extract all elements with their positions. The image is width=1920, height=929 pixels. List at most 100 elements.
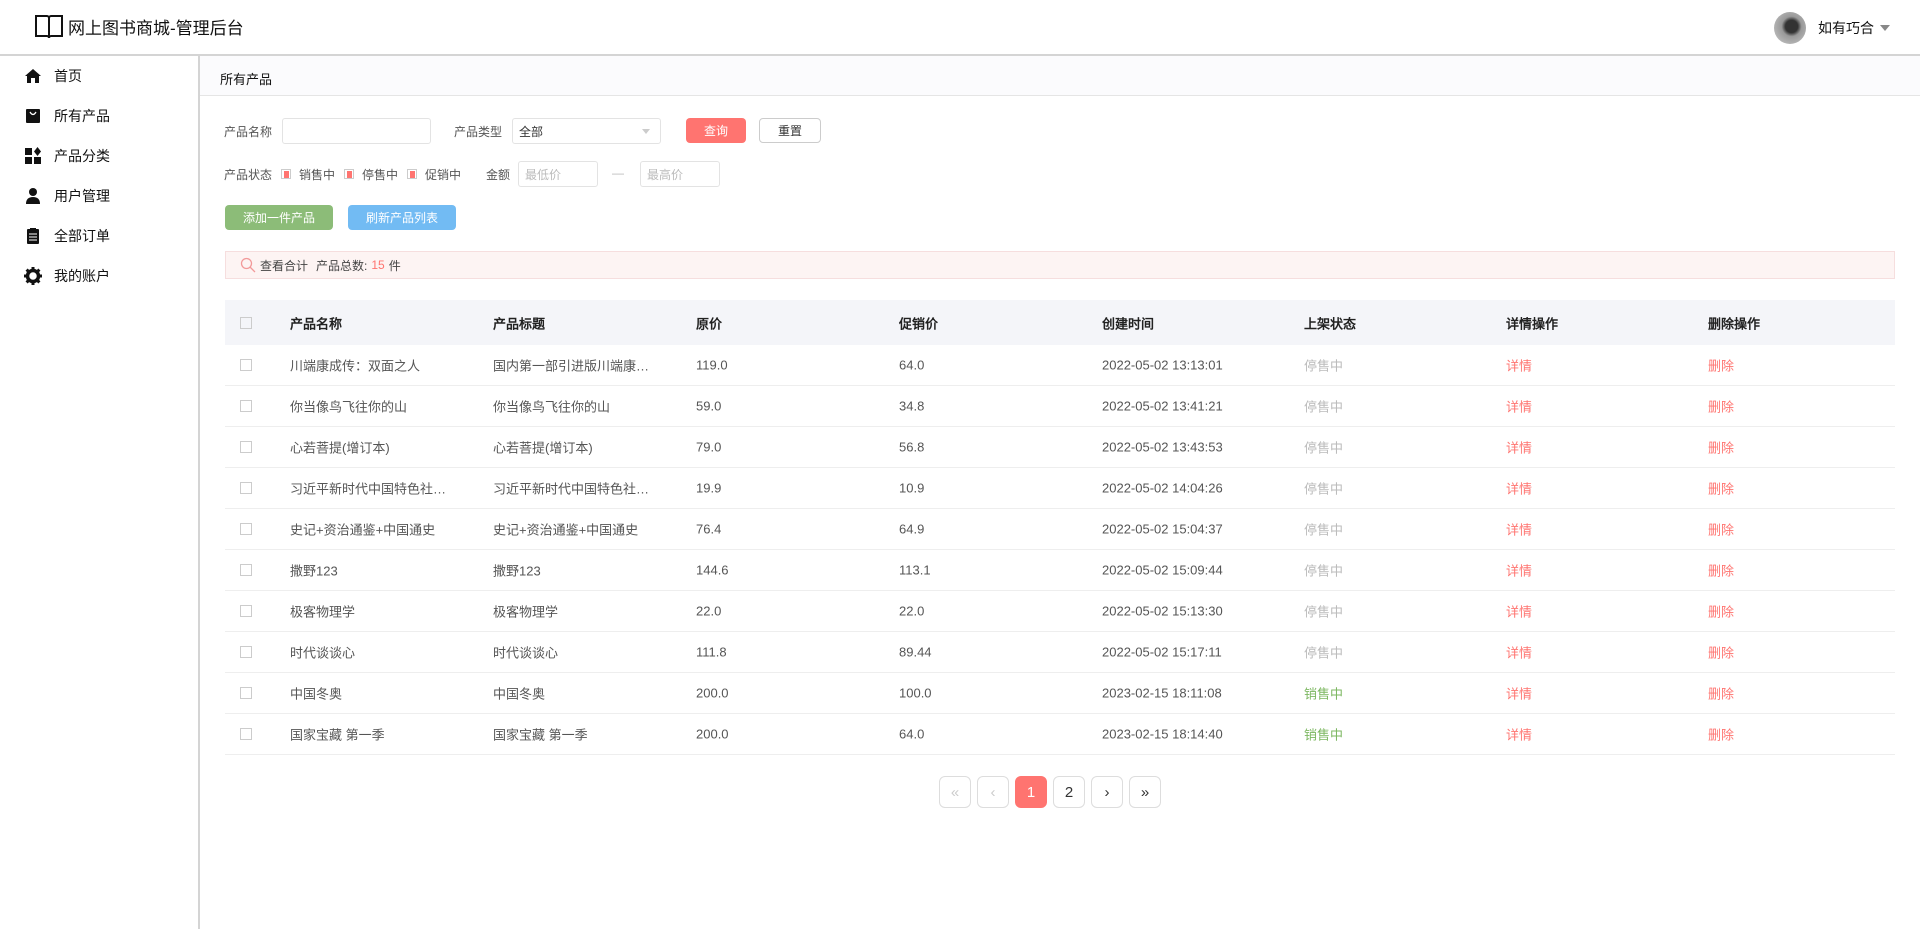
cell-delete-link[interactable]: 删除 <box>1708 686 1735 702</box>
row-checkbox[interactable] <box>240 482 252 494</box>
cell-status: 停售中 <box>1304 440 1344 456</box>
row-checkbox[interactable] <box>240 605 252 617</box>
cell-promo: 22.0 <box>899 603 925 619</box>
amount-label: 金额 <box>486 168 511 182</box>
table-row: 撒野123 撒野123 144.6 113.1 2022-05-02 15:09:44 停… <box>225 550 1895 591</box>
cell-detail-link[interactable]: 详情 <box>1506 399 1533 415</box>
cell-delete-link[interactable]: 删除 <box>1708 604 1735 620</box>
max-price-input[interactable]: 最高价 <box>640 161 720 187</box>
cell-price: 79.0 <box>696 439 722 455</box>
home-icon <box>25 69 41 83</box>
row-checkbox[interactable] <box>240 359 252 371</box>
last-page-button[interactable]: » <box>1129 776 1161 808</box>
cell-price: 111.8 <box>696 644 727 660</box>
cell-created: 2022-05-02 15:04:37 <box>1102 521 1223 537</box>
page-2-button[interactable]: 2 <box>1053 776 1085 808</box>
cell-price: 144.6 <box>696 562 729 578</box>
sidebar-item-label: 我的账户 <box>54 268 110 284</box>
cell-delete-link[interactable]: 删除 <box>1708 645 1735 661</box>
cell-detail-link[interactable]: 详情 <box>1506 522 1533 538</box>
cell-delete-link[interactable]: 删除 <box>1708 563 1735 579</box>
clipboard-icon <box>27 228 39 244</box>
cell-detail-link[interactable]: 详情 <box>1506 440 1533 456</box>
min-price-input[interactable]: 最低价 <box>518 161 598 187</box>
cell-detail-link[interactable]: 详情 <box>1506 686 1533 702</box>
app-title: 网上图书商城-管理后台 <box>68 18 244 38</box>
user-menu[interactable]: 如有巧合 <box>1774 12 1890 44</box>
refresh-list-button[interactable]: 刷新产品列表 <box>348 205 456 230</box>
cell-title: 时代谈谈心 <box>493 645 559 661</box>
row-checkbox[interactable] <box>240 400 252 412</box>
table-header: 产品名称 产品标题 原价 促销价 创建时间 上架状态 详情操作 删除操作 <box>225 300 1895 345</box>
column-header-promo: 促销价 <box>899 316 939 331</box>
product-type-select[interactable]: 全部 <box>512 118 661 144</box>
add-product-button[interactable]: 添加一件产品 <box>225 205 333 230</box>
cell-detail-link[interactable]: 详情 <box>1506 727 1533 743</box>
cell-detail-link[interactable]: 详情 <box>1506 604 1533 620</box>
table-row: 心若菩提(增订本) 心若菩提(增订本) 79.0 56.8 2022-05-02 13:… <box>225 427 1895 468</box>
sidebar-item-orders[interactable]: 全部订单 <box>24 225 110 247</box>
product-name-input[interactable] <box>282 118 431 144</box>
next-page-button[interactable]: › <box>1091 776 1123 808</box>
sidebar-item-label: 用户管理 <box>54 188 110 204</box>
cell-name: 撒野123 <box>290 563 338 579</box>
cell-promo: 56.8 <box>899 439 925 455</box>
sidebar-item-users[interactable]: 用户管理 <box>24 185 110 207</box>
cell-name: 极客物理学 <box>290 604 356 620</box>
book-icon <box>35 15 63 39</box>
product-type-label: 产品类型 <box>454 125 503 139</box>
query-button[interactable]: 查询 <box>686 118 746 143</box>
cell-delete-link[interactable]: 删除 <box>1708 399 1735 415</box>
row-checkbox[interactable] <box>240 687 252 699</box>
breadcrumb: 所有产品 <box>200 56 1920 96</box>
avatar[interactable] <box>1774 12 1806 44</box>
cell-name: 川端康成传：双面之人 <box>290 358 421 374</box>
cell-title: 中国冬奥 <box>493 686 546 702</box>
cell-name: 习近平新时代中国特色社… <box>290 481 447 497</box>
prev-page-button[interactable]: ‹ <box>977 776 1009 808</box>
table-row: 习近平新时代中国特色社… 习近平新时代中国特色社… 19.9 10.9 2022-05-… <box>225 468 1895 509</box>
cell-delete-link[interactable]: 删除 <box>1708 358 1735 374</box>
cell-promo: 34.8 <box>899 398 925 414</box>
row-checkbox[interactable] <box>240 523 252 535</box>
sidebar-item-categories[interactable]: 产品分类 <box>24 145 110 167</box>
status-checkbox-off-sale[interactable] <box>344 169 354 179</box>
row-checkbox[interactable] <box>240 646 252 658</box>
user-name: 如有巧合 <box>1818 20 1874 36</box>
cell-detail-link[interactable]: 详情 <box>1506 481 1533 497</box>
cell-detail-link[interactable]: 详情 <box>1506 358 1533 374</box>
cell-name: 中国冬奥 <box>290 686 343 702</box>
cell-price: 19.9 <box>696 480 722 496</box>
status-on-sale-label: 销售中 <box>299 168 336 182</box>
status-checkbox-promo[interactable] <box>407 169 417 179</box>
row-checkbox[interactable] <box>240 564 252 576</box>
cell-title: 心若菩提(增订本) <box>493 440 593 456</box>
chevron-down-icon <box>642 129 650 134</box>
cell-delete-link[interactable]: 删除 <box>1708 440 1735 456</box>
cell-price: 119.0 <box>696 357 728 373</box>
cell-delete-link[interactable]: 删除 <box>1708 727 1735 743</box>
product-count: 15 <box>371 258 385 272</box>
sidebar-item-products[interactable]: 所有产品 <box>24 105 110 127</box>
first-page-button[interactable]: « <box>939 776 971 808</box>
reset-button[interactable]: 重置 <box>759 118 821 143</box>
cell-detail-link[interactable]: 详情 <box>1506 645 1533 661</box>
user-icon <box>26 188 40 204</box>
page-1-button[interactable]: 1 <box>1015 776 1047 808</box>
table-row: 川端康成传：双面之人 国内第一部引进版川端康… 119.0 64.0 2022-05-0… <box>225 345 1895 386</box>
status-checkbox-on-sale[interactable] <box>281 169 291 179</box>
cell-delete-link[interactable]: 删除 <box>1708 522 1735 538</box>
row-checkbox[interactable] <box>240 441 252 453</box>
cell-delete-link[interactable]: 删除 <box>1708 481 1735 497</box>
sidebar-item-account[interactable]: 我的账户 <box>24 265 110 287</box>
cell-detail-link[interactable]: 详情 <box>1506 563 1533 579</box>
count-unit: 件 <box>388 258 401 273</box>
row-checkbox[interactable] <box>240 728 252 740</box>
sidebar-item-label: 首页 <box>54 68 82 84</box>
cell-price: 59.0 <box>696 398 722 414</box>
sidebar-item-home[interactable]: 首页 <box>24 65 82 87</box>
sidebar: 首页 所有产品 产品分类 用户管理 全部订单 我的账户 <box>0 56 200 929</box>
select-all-checkbox[interactable] <box>240 316 252 329</box>
table-row: 中国冬奥 中国冬奥 200.0 100.0 2023-02-15 18:11:08 销售中… <box>225 673 1895 714</box>
logo[interactable]: 网上图书商城-管理后台 <box>34 13 244 39</box>
